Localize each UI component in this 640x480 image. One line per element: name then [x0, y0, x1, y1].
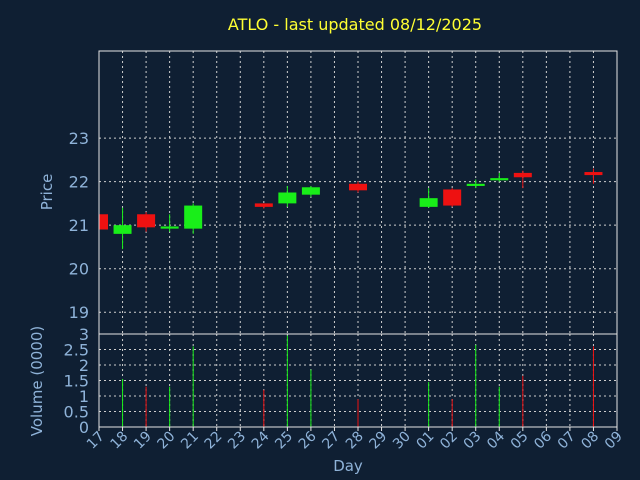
volume-tick-label: 1	[79, 387, 89, 406]
volume-tick-label: 0	[79, 418, 89, 437]
candle	[160, 214, 179, 232]
volume-tick-label: 2	[79, 356, 89, 375]
candle-body	[490, 178, 509, 181]
candle	[98, 212, 108, 232]
price-tick-label: 22	[69, 173, 89, 192]
candle-body	[301, 187, 320, 195]
volume-tick-label: 0.5	[64, 403, 89, 422]
candle-body	[584, 172, 603, 176]
price-tick-label: 23	[69, 129, 89, 148]
candle	[137, 212, 156, 232]
candle	[349, 181, 367, 193]
price-y-axis-label: Price	[38, 174, 56, 211]
candle-body	[278, 192, 297, 204]
candle	[490, 172, 509, 182]
candle	[278, 185, 297, 207]
price-y-tick-labels: 19 20 21 22 23	[69, 129, 89, 322]
candle-body	[160, 226, 179, 229]
candle	[113, 207, 132, 250]
candle	[443, 188, 462, 207]
candle	[513, 170, 532, 189]
candle-body	[513, 172, 532, 178]
volume-tick-label: 2.5	[64, 341, 89, 360]
candle-body	[466, 183, 485, 186]
candle-body	[137, 214, 156, 228]
candle	[466, 179, 485, 189]
volume-tick-label: 3	[79, 325, 89, 344]
volume-tick-label: 1.5	[64, 372, 89, 391]
candle-body	[184, 205, 203, 229]
candles	[98, 168, 603, 250]
volume-grid	[99, 334, 617, 427]
candle	[301, 185, 320, 197]
volume-y-tick-labels: 00.511.522.53	[64, 325, 89, 437]
volume-y-axis-label: Volume (0000)	[28, 326, 46, 436]
volume-panel-frame	[98, 333, 618, 428]
candle-body	[254, 203, 273, 207]
candle-body	[443, 189, 462, 206]
chart-title: ATLO - last updated 08/12/2025	[228, 15, 482, 34]
candle-body	[419, 198, 438, 207]
candle	[419, 188, 438, 208]
candle	[254, 203, 273, 209]
price-tick-label: 21	[69, 216, 89, 235]
x-axis-label: Day	[333, 457, 363, 475]
candle	[584, 168, 603, 184]
candle-body	[113, 225, 132, 234]
candle-body	[99, 214, 108, 230]
price-tick-label: 20	[69, 260, 89, 279]
candle-body	[349, 183, 367, 191]
x-tick-labels: 17 18 19 20 21 22 23 24 25 26 27 28 29 30 01 02 03 04 05 06…	[84, 427, 626, 452]
price-tick-label: 19	[69, 303, 89, 322]
volume-bars	[98, 335, 594, 427]
candle	[184, 203, 203, 234]
